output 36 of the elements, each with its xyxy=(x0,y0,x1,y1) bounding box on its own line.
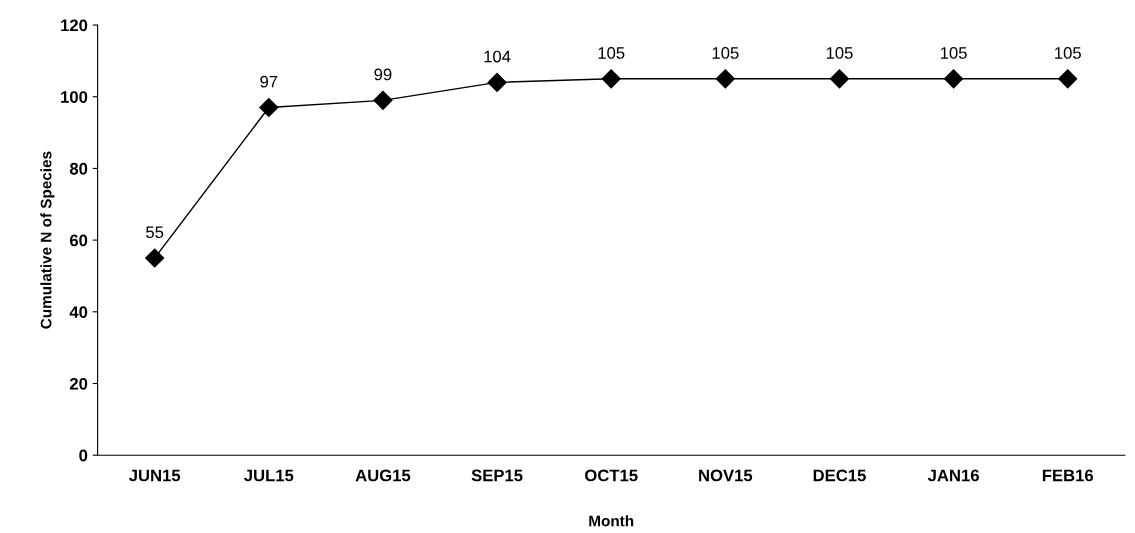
x-tick-label: AUG15 xyxy=(355,469,411,482)
y-tick-label: 20 xyxy=(69,377,88,390)
y-tick-label: 120 xyxy=(61,19,88,32)
point xyxy=(829,69,849,89)
point xyxy=(1058,69,1078,89)
x-tick-label: SEP15 xyxy=(471,469,523,482)
data-label: 55 xyxy=(146,226,164,239)
data-label: 99 xyxy=(374,68,392,81)
x-tick-label: NOV15 xyxy=(699,469,753,482)
point xyxy=(601,69,621,89)
x-tick-label: OCT15 xyxy=(585,469,638,482)
data-label: 105 xyxy=(598,47,625,59)
y-tick-label: 80 xyxy=(69,162,88,175)
y-tick-label: 100 xyxy=(61,91,88,103)
data-label: 105 xyxy=(940,47,967,59)
x-tick-label: DEC15 xyxy=(813,469,866,482)
y-tick-label: 0 xyxy=(79,449,88,462)
data-label: 105 xyxy=(712,47,739,59)
data-label: 104 xyxy=(484,50,511,63)
point xyxy=(487,72,507,92)
x-tick-label: JUL15 xyxy=(244,469,294,482)
data-label: 97 xyxy=(260,75,278,88)
x-tick-label: FEB16 xyxy=(1042,469,1094,482)
point xyxy=(715,69,735,89)
y-tick-label: 40 xyxy=(69,306,88,319)
y-tick-label: 60 xyxy=(69,234,88,247)
data-label: 105 xyxy=(826,47,853,59)
data-label: 105 xyxy=(1055,47,1081,59)
x-tick-label: JUN15 xyxy=(128,469,181,482)
point xyxy=(944,69,964,89)
x-axis-title: Month xyxy=(589,515,634,527)
y-axis-title: Cumulative N of Species xyxy=(40,151,55,329)
x-tick-label: JAN16 xyxy=(927,469,979,482)
point xyxy=(373,90,393,110)
point xyxy=(259,97,279,118)
point xyxy=(145,248,165,268)
